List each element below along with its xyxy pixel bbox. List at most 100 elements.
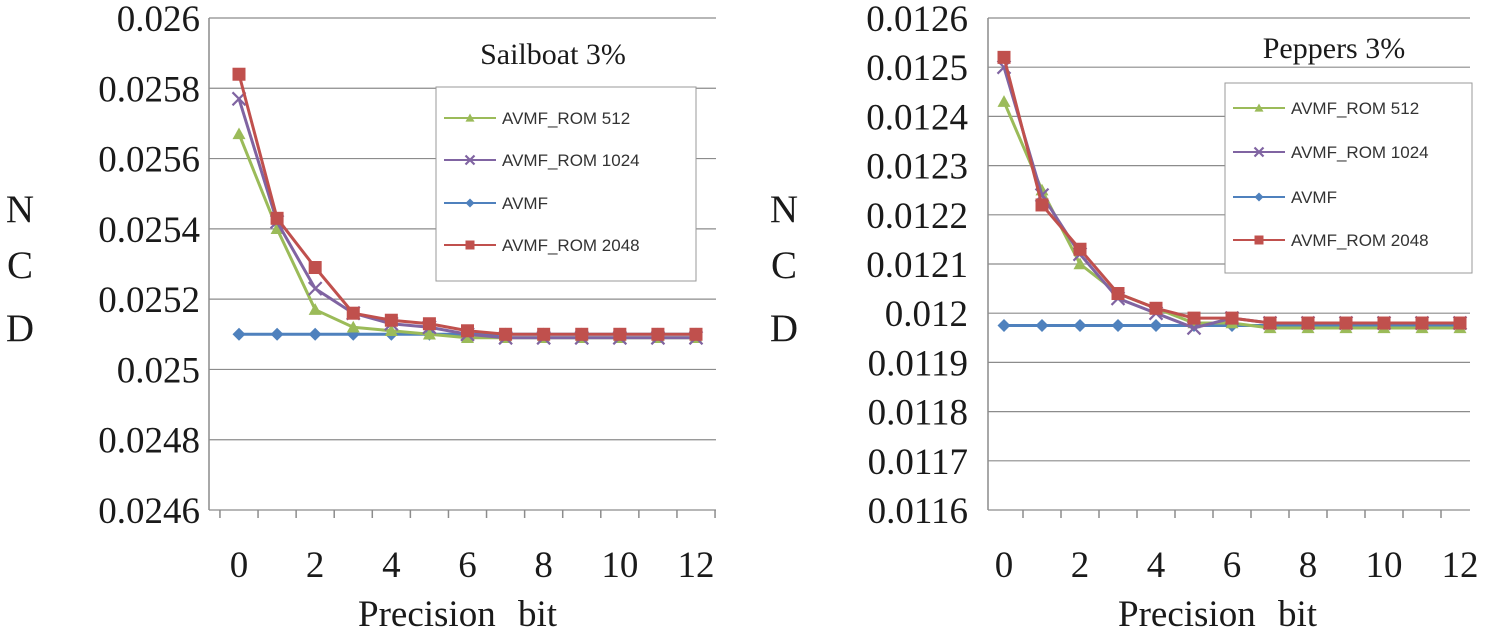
legend-label: AVMF <box>1291 188 1337 207</box>
data-point-avmf-rom-2048 <box>613 327 627 341</box>
legend-marker <box>1254 103 1264 112</box>
y-axis-title-letter: C <box>771 244 797 287</box>
data-point-avmf-rom-2048 <box>308 261 322 275</box>
data-point-avmf-rom-2048 <box>346 306 360 320</box>
data-point-avmf <box>1035 319 1049 332</box>
data-point-avmf-rom-2048 <box>1415 316 1429 330</box>
y-tick-label: 0.0122 <box>866 196 968 237</box>
legend-marker <box>465 113 475 122</box>
chart-peppers: 0.0116 0.0117 0.0118 0.0119 0.012 0.0121 0.012… <box>770 0 1479 635</box>
y-tick-label: 0.025 <box>117 350 200 391</box>
series-avmf-rom-2048 <box>997 50 1467 330</box>
data-point-avmf-rom-2048 <box>499 327 513 341</box>
legend-marker <box>1253 146 1265 158</box>
data-point-avmf-rom-2048 <box>689 327 703 341</box>
y-tick-label: 0.0252 <box>98 280 200 321</box>
legend-item-avmf: AVMF <box>444 194 548 213</box>
y-tick-label: 0.0125 <box>866 48 968 89</box>
data-point-avmf-rom-2048 <box>1225 311 1239 325</box>
y-tick-label: 0.0121 <box>866 245 968 286</box>
legend-label: AVMF_ROM 2048 <box>502 236 640 255</box>
y-tick-label: 0.0126 <box>866 0 968 40</box>
legend-label: AVMF_ROM 1024 <box>1291 143 1429 162</box>
legend-marker <box>1254 235 1264 245</box>
data-point-avmf-rom-1024 <box>307 281 323 296</box>
x-tick-label: 8 <box>534 545 553 586</box>
data-point-avmf-rom-2048 <box>1187 311 1201 325</box>
legend-item-avmf: AVMF <box>1233 188 1337 207</box>
legend-label: AVMF_ROM 2048 <box>1291 231 1429 250</box>
legend-marker <box>464 154 476 166</box>
data-point-avmf-rom-2048 <box>422 317 436 331</box>
y-tick-label: 0.0254 <box>98 210 200 251</box>
y-tick-label: 0.0118 <box>868 393 968 434</box>
y-tick-label: 0.0119 <box>868 343 968 384</box>
legend-box <box>1224 82 1473 274</box>
legend-item-avmf-rom-1024: AVMF_ROM 1024 <box>444 151 640 170</box>
series-avmf-rom-2048 <box>232 67 703 341</box>
x-tick-label: 4 <box>1147 545 1166 586</box>
legend-label: AVMF <box>502 194 548 213</box>
x-axis-title-word: bit <box>1278 594 1318 635</box>
y-tick-label: 0.026 <box>117 0 200 40</box>
legend-item-avmf-rom-512: AVMF_ROM 512 <box>1233 99 1419 118</box>
data-point-avmf-rom-512 <box>232 127 246 140</box>
legend-box <box>435 86 697 282</box>
data-point-avmf <box>232 327 246 341</box>
x-axis-title-word: bit <box>518 594 558 635</box>
data-point-avmf <box>997 319 1011 332</box>
data-point-avmf-rom-2048 <box>1339 316 1353 330</box>
y-axis-title-letter: N <box>6 188 34 231</box>
x-tick-label: 0 <box>995 545 1014 586</box>
y-tick-label: 0.0246 <box>98 491 200 532</box>
x-tick-label: 10 <box>1366 545 1403 586</box>
y-tick-label: 0.0116 <box>868 491 968 532</box>
x-tick-label: 6 <box>1223 545 1242 586</box>
legend-marker <box>465 198 475 208</box>
data-point-avmf-rom-2048 <box>1263 316 1277 330</box>
legend-marker <box>465 240 475 250</box>
data-point-avmf-rom-2048 <box>1453 316 1467 330</box>
data-point-avmf-rom-2048 <box>1073 242 1087 256</box>
x-tick-label: 0 <box>230 545 249 586</box>
y-tick-label: 0.0123 <box>866 147 968 188</box>
x-tick-label: 12 <box>678 545 715 586</box>
legend-item-avmf-rom-1024: AVMF_ROM 1024 <box>1233 143 1429 162</box>
data-point-avmf-rom-2048 <box>270 211 284 225</box>
data-point-avmf-rom-2048 <box>1149 301 1163 315</box>
x-tick-label: 8 <box>1299 545 1318 586</box>
x-tick-label: 12 <box>1442 545 1479 586</box>
legend-label: AVMF_ROM 512 <box>1291 99 1419 118</box>
legend: AVMF_ROM 512 AVMF_ROM 1024 AVMF AVMF_ROM 20… <box>1224 82 1473 274</box>
data-point-avmf-rom-2048 <box>1301 316 1315 330</box>
legend-marker <box>1254 192 1264 202</box>
data-point-avmf-rom-512 <box>308 303 322 315</box>
x-axis-title-word: Precision <box>1118 594 1256 635</box>
y-tick-label: 0.0124 <box>866 97 968 138</box>
y-tick-label: 0.0117 <box>868 442 968 483</box>
legend-label: AVMF_ROM 1024 <box>502 151 640 170</box>
chart-sailboat: 0.0246 0.0248 0.025 0.0252 0.0254 0.0256 0.025… <box>6 0 716 635</box>
data-point-avmf-rom-2048 <box>1035 198 1049 212</box>
y-tick-label: 0.0248 <box>98 421 200 462</box>
data-point-avmf-rom-2048 <box>384 313 398 327</box>
data-point-avmf-rom-512 <box>422 327 436 340</box>
x-tick-label: 6 <box>458 545 477 586</box>
data-point-avmf-rom-2048 <box>997 50 1011 64</box>
x-axis-title-word: Precision <box>358 594 496 635</box>
data-point-avmf-rom-512 <box>270 222 284 235</box>
data-point-avmf-rom-512 <box>346 320 360 333</box>
x-tick-label: 2 <box>306 545 325 586</box>
y-tick-label: 0.0256 <box>98 140 200 181</box>
data-point-avmf <box>270 327 284 341</box>
data-point-avmf-rom-512 <box>384 324 398 336</box>
y-tick-label: 0.012 <box>885 294 968 335</box>
y-axis-title-letter: N <box>770 188 798 231</box>
data-point-avmf-rom-2048 <box>651 327 665 341</box>
legend-item-avmf-rom-2048: AVMF_ROM 2048 <box>1233 231 1429 250</box>
chart-title: Peppers 3% <box>1263 32 1405 65</box>
data-point-avmf-rom-2048 <box>232 67 246 81</box>
data-point-avmf-rom-2048 <box>461 324 474 338</box>
legend-label: AVMF_ROM 512 <box>502 109 630 128</box>
